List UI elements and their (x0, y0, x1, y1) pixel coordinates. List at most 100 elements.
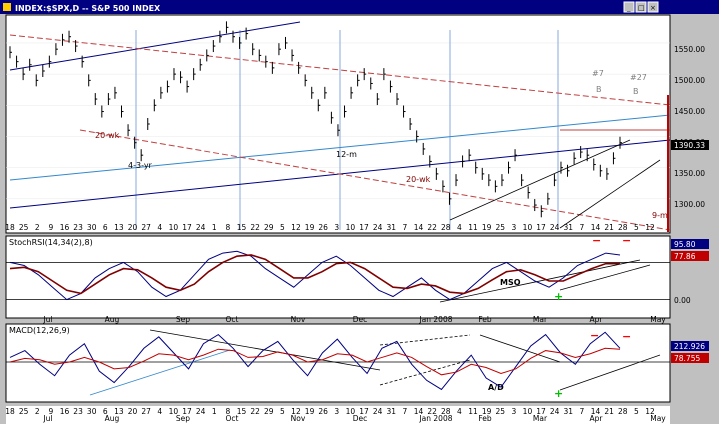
macd-x-tick: 22 (427, 407, 437, 416)
macd-x-tick: 14 (591, 407, 601, 416)
stochrsi-month-label: Feb (478, 315, 492, 324)
stochrsi-month-label: Mar (533, 315, 548, 324)
stochrsi-x-tick: 9 (48, 223, 53, 232)
macd-x-tick: 20 (128, 407, 138, 416)
close-button[interactable] (647, 1, 659, 13)
macd-x-tick: 12 (645, 407, 655, 416)
trend-line (79, 129, 671, 231)
stochrsi-badge-1 (671, 239, 709, 249)
y-tick-label: 1450.00 (674, 107, 705, 116)
stochrsi-x-tick: 26 (318, 223, 328, 232)
stochrsi-marker: + (554, 290, 563, 303)
stochrsi-x-tick: 27 (141, 223, 151, 232)
chart-annotation: #27 (630, 73, 647, 82)
macd-x-tick: 18 (5, 407, 15, 416)
stochrsi-month-label: Nov (291, 315, 306, 324)
stochrsi-x-tick: 28 (618, 223, 628, 232)
stochrsi-x-tick: 12 (645, 223, 655, 232)
stochrsi-x-tick: 12 (291, 223, 301, 232)
macd-value-1: 212.926 (674, 342, 705, 351)
macd-x-tick: 31 (387, 407, 397, 416)
stochrsi-x-tick: 24 (550, 223, 560, 232)
macd-trend-line (89, 349, 231, 396)
macd-trend-line (149, 329, 381, 371)
stochrsi-x-tick: 20 (128, 223, 138, 232)
stochrsi-trend-line (559, 264, 651, 291)
price-y-axis: 1550.00 1500.00 1450.00 1400.00 1350.00 … (674, 45, 705, 209)
macd-month-label: Apr (590, 414, 604, 423)
maximize-button[interactable] (635, 1, 647, 13)
stochrsi-x-tick: 30 (87, 223, 97, 232)
macd-x-tick: 7 (580, 407, 585, 416)
macd-month-label: Oct (226, 414, 239, 423)
macd-x-tick: 19 (482, 407, 492, 416)
macd-x-tick: 4 (157, 407, 162, 416)
macd-x-tick: 24 (196, 407, 206, 416)
stochrsi-x-tick: 7 (403, 223, 408, 232)
macd-trend-line (379, 359, 471, 386)
macd-marker: − (622, 330, 631, 343)
macd-trend-line (559, 354, 661, 391)
macd-x-tick: 9 (48, 407, 53, 416)
stochrsi-x-tick: 29 (264, 223, 274, 232)
app-icon (3, 3, 11, 11)
trend-line (449, 139, 631, 221)
macd-x-tick: 17 (182, 407, 192, 416)
y-tick-label: 1550.00 (674, 45, 705, 54)
macd-x-tick: 1 (212, 407, 217, 416)
stochrsi-x-tick: 10 (523, 223, 533, 232)
stochrsi-x-tick: 28 (441, 223, 451, 232)
stochrsi-x-tick: 16 (60, 223, 70, 232)
macd-x-tick: 17 (359, 407, 369, 416)
stochrsi-x-tick: 31 (387, 223, 397, 232)
stochrsi-x-tick: 21 (604, 223, 614, 232)
minimize-button[interactable] (623, 1, 635, 13)
stochrsi-x-tick: 11 (468, 223, 478, 232)
stochrsi-trend-line (439, 259, 641, 303)
ad-label: A/D (488, 383, 504, 392)
stochrsi-x-tick: 17 (359, 223, 369, 232)
stochrsi-month-label: Aug (105, 315, 120, 324)
stochrsi-badge-2 (671, 251, 709, 261)
macd-x-tick: 2 (35, 407, 40, 416)
macd-month-label: Jul (42, 414, 52, 423)
maximize-icon: □ (638, 4, 645, 12)
window-buttons: _ □ × (623, 1, 659, 13)
chart-annotation: B (633, 87, 639, 96)
macd-marker: + (554, 387, 563, 400)
trend-line (9, 21, 301, 71)
stochrsi-title: StochRSI(14,34(2),8) (9, 238, 93, 247)
stochrsi-x-tick: 1 (212, 223, 217, 232)
stochrsi-month-label: Jul (42, 315, 52, 324)
stochrsi-month-label: Oct (226, 315, 239, 324)
title-bar (0, 0, 719, 14)
stochrsi-value-1: 95.80 (674, 240, 696, 249)
stochrsi-x-tick: 24 (196, 223, 206, 232)
y-tick-label: 1300.00 (674, 200, 705, 209)
stochrsi-x-tick: 24 (373, 223, 383, 232)
stochrsi-x-tick: 13 (114, 223, 124, 232)
macd-x-tick: 10 (523, 407, 533, 416)
chart-annotation: 4-3-yr (128, 161, 153, 170)
stochrsi-value-2: 77.86 (674, 252, 696, 261)
stochrsi-x-tick: 25 (495, 223, 505, 232)
macd-x-tick: 15 (237, 407, 247, 416)
macd-badge-1 (671, 341, 709, 351)
stochrsi-month-label: Dec (353, 315, 368, 324)
macd-x-tick: 4 (457, 407, 462, 416)
trend-line (559, 159, 661, 229)
stochrsi-x-tick: 4 (157, 223, 162, 232)
stochrsi-x-tick: 6 (103, 223, 108, 232)
stochrsi-x-tick: 5 (280, 223, 285, 232)
chart-annotation: 9-m (652, 211, 668, 220)
stochrsi-month-label: May (650, 315, 666, 324)
window-title: INDEX:$SPX,D -- S&P 500 INDEX (15, 4, 161, 13)
minimize-icon: _ (626, 4, 631, 12)
macd-month-label: Jan 2008 (418, 414, 452, 423)
stochrsi-zero-label: 0.00 (674, 296, 691, 305)
macd-x-tick: 14 (414, 407, 424, 416)
last-price-badge (671, 140, 709, 150)
macd-x-tick: 5 (280, 407, 285, 416)
stochrsi-marker: − (622, 234, 631, 247)
